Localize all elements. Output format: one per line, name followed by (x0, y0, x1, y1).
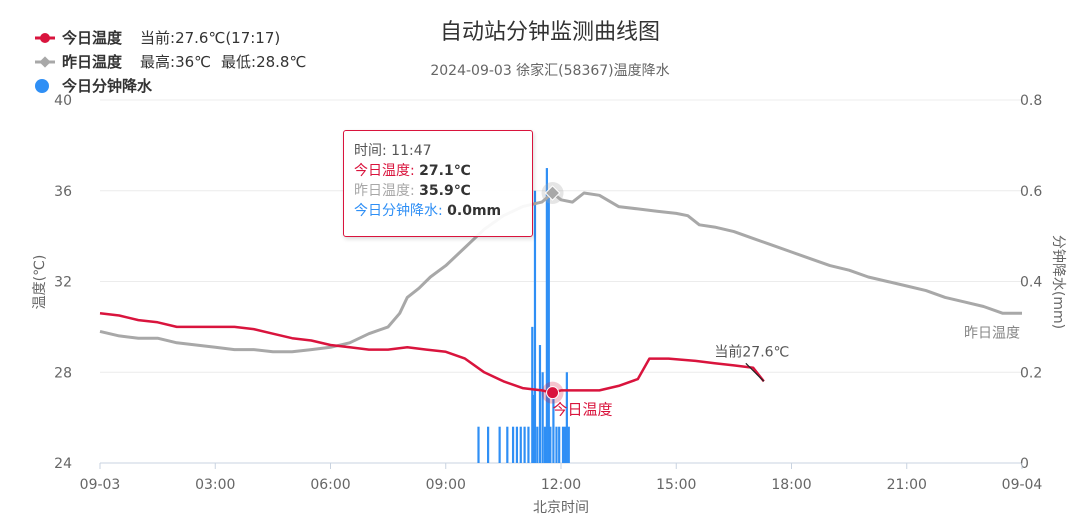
x-tick-label: 09:00 (426, 477, 466, 493)
x-tick-label: 09-04 (1002, 477, 1043, 493)
yesterday-line-icon (34, 52, 56, 72)
rain-bar (523, 426, 526, 463)
rain-bar (563, 426, 567, 463)
rain-bar (519, 426, 522, 463)
rain-bar (567, 426, 570, 463)
rain-bar (515, 426, 519, 463)
tooltip-yesterday-value: 35.9℃ (419, 183, 471, 199)
rain-bar (536, 426, 539, 463)
legend-today-stat: 当前:27.6℃(17:17) (140, 29, 281, 47)
y-right-tick-label: 0.2 (1020, 365, 1042, 381)
legend-yesterday-max: 最高:36℃ (140, 53, 212, 71)
y-right-tick-label: 0 (1020, 456, 1029, 472)
rain-bar (532, 394, 535, 463)
legend-item-yesterday[interactable]: 昨日温度 最高:36℃ 最低:28.8℃ (34, 50, 316, 74)
rain-bar (487, 426, 490, 463)
rain-bar (511, 426, 515, 463)
rain-bar (558, 426, 561, 463)
legend: 今日温度 当前:27.6℃(17:17) 昨日温度 最高:36℃ 最低:28.8… (34, 26, 316, 98)
tooltip-today-label: 今日温度: (354, 163, 420, 179)
rain-bar (506, 426, 509, 463)
y-right-axis-title: 分钟降水(mm) (1050, 235, 1067, 329)
tooltip-rain-label: 今日分钟降水: (354, 203, 448, 219)
rain-bar (549, 426, 552, 463)
rain-bar (527, 426, 530, 463)
tooltip-yesterday-label: 昨日温度: (354, 183, 420, 199)
tooltip-today-row: 今日温度: 27.1℃ (354, 161, 522, 181)
tooltip: 时间: 11:47 今日温度: 27.1℃ 昨日温度: 35.9℃ 今日分钟降水… (343, 130, 533, 237)
tooltip-time-row: 时间: 11:47 (354, 141, 522, 161)
y-left-axis-title: 温度(℃) (32, 255, 48, 310)
y-left-tick-label: 24 (54, 456, 72, 472)
y-left-tick-label: 32 (54, 275, 72, 291)
legend-yesterday-min: 最低:28.8℃ (221, 53, 307, 71)
current-annotation: 当前27.6℃ (714, 343, 789, 360)
x-tick-label: 21:00 (887, 477, 927, 493)
tooltip-yesterday-row: 昨日温度: 35.9℃ (354, 181, 522, 201)
rain-bar (552, 394, 555, 463)
legend-today-name: 今日温度 (62, 29, 123, 47)
y-right-tick-label: 0.4 (1020, 275, 1042, 291)
y-left-tick-label: 28 (54, 365, 72, 381)
rain-bar (547, 190, 550, 463)
yesterday-hover-marker (544, 185, 561, 201)
x-tick-label: 03:00 (195, 477, 235, 493)
current-annotation-pointer (745, 362, 765, 382)
today-line-icon (34, 28, 56, 48)
today-temp-line (99, 312, 765, 394)
x-tick-label: 18:00 (771, 477, 811, 493)
legend-item-rain[interactable]: 今日分钟降水 (34, 74, 316, 98)
rain-bar (565, 372, 568, 463)
rain-bar (541, 372, 544, 463)
rain-bar (498, 426, 501, 463)
x-tick-label: 06:00 (310, 477, 350, 493)
today-hover-marker (546, 386, 560, 400)
y-left-tick-label: 36 (54, 184, 72, 200)
tooltip-today-value: 27.1℃ (419, 163, 471, 179)
today-series-label: 今日温度 (553, 401, 613, 419)
x-tick-label: 09-03 (80, 477, 121, 493)
x-tick-label: 15:00 (656, 477, 696, 493)
y-right-tick-label: 0.8 (1020, 93, 1042, 109)
rain-bar (533, 190, 537, 463)
tooltip-rain-row: 今日分钟降水: 0.0mm (354, 201, 522, 221)
legend-rain-name: 今日分钟降水 (62, 77, 153, 95)
y-right-tick-label: 0.6 (1020, 184, 1042, 200)
rain-dot-icon (34, 76, 56, 96)
rain-bar (555, 426, 558, 463)
chart-subtitle: 2024-09-03 徐家汇(58367)温度降水 (430, 63, 670, 79)
tooltip-time-label: 时间: (354, 143, 392, 159)
x-tick-label: 12:00 (541, 477, 581, 493)
yesterday-series-label: 昨日温度 (964, 325, 1020, 341)
y-left-tick-label: 40 (54, 93, 72, 109)
chart-title: 自动站分钟监测曲线图 (439, 20, 660, 45)
tooltip-rain-value: 0.0mm (447, 203, 502, 219)
rain-bar (531, 326, 534, 463)
x-axis-title: 北京时间 (533, 500, 589, 515)
rain-bar (561, 426, 565, 463)
tooltip-time-value: 11:47 (391, 143, 432, 159)
rain-bar (477, 426, 480, 463)
rain-bar (538, 345, 542, 463)
legend-yesterday-name: 昨日温度 (62, 53, 123, 71)
rain-bar (545, 168, 548, 463)
legend-item-today[interactable]: 今日温度 当前:27.6℃(17:17) (34, 26, 316, 50)
rain-bar (543, 426, 547, 463)
